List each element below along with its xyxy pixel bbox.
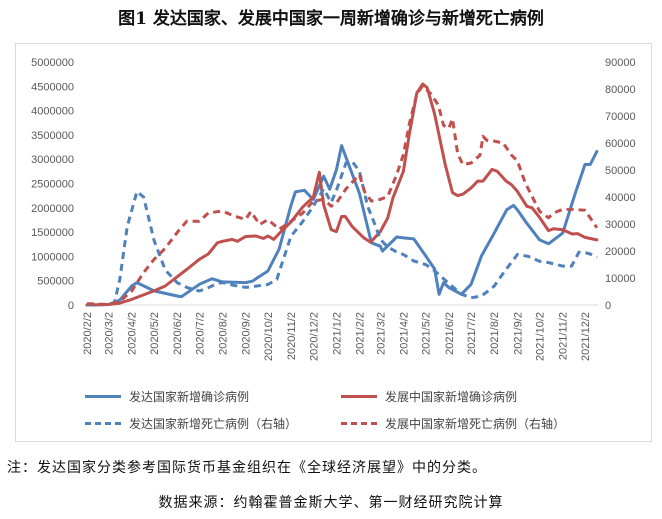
y-right-tick-label: 50000 bbox=[605, 165, 636, 177]
legend-item-developed-cases: 发达国家新增确诊病例 bbox=[85, 388, 249, 405]
y-left-tick-label: 4000000 bbox=[31, 106, 74, 118]
y-right-tick-label: 40000 bbox=[605, 192, 636, 204]
x-tick-label: 2021/6/2 bbox=[444, 312, 456, 355]
chart-title: 图1 发达国家、发展中国家一周新增确诊与新增死亡病例 bbox=[118, 9, 544, 29]
y-left-tick-label: 5000000 bbox=[31, 57, 74, 69]
series-line-2 bbox=[86, 160, 598, 307]
y-left-tick-label: 2500000 bbox=[31, 179, 74, 191]
series-line-1 bbox=[85, 82, 599, 307]
x-tick-label: 2020/5/2 bbox=[149, 312, 161, 355]
series-line-0 bbox=[85, 144, 599, 307]
footnote: 注：发达国家分类参考国际货币基金组织在《全球经济展望》中的分类。 bbox=[7, 460, 487, 476]
y-right-tick-label: 30000 bbox=[605, 219, 636, 231]
legend-item-developing-deaths: 发展中国家新增死亡病例（右轴） bbox=[341, 415, 565, 432]
x-tick-label: 2021/4/2 bbox=[398, 312, 410, 355]
x-tick-label: 2020/12/2 bbox=[308, 312, 320, 361]
y-right-tick-label: 10000 bbox=[605, 273, 636, 285]
y-left-tick-label: 0 bbox=[68, 300, 74, 312]
y-left-tick-label: 2000000 bbox=[31, 203, 74, 215]
x-tick-label: 2020/11/2 bbox=[286, 312, 298, 360]
x-tick-label: 2020/9/2 bbox=[241, 312, 253, 355]
y-left-tick-label: 3000000 bbox=[31, 154, 74, 166]
x-tick-label: 2020/3/2 bbox=[104, 312, 116, 355]
x-tick-label: 2021/8/2 bbox=[489, 312, 501, 355]
x-tick-label: 2021/12/2 bbox=[580, 312, 592, 361]
x-tick-label: 2020/2/2 bbox=[82, 312, 94, 355]
legend-item-developed-deaths: 发达国家新增死亡病例（右轴） bbox=[85, 415, 297, 432]
x-tick-label: 2021/7/2 bbox=[466, 312, 478, 355]
x-tick-label: 2021/11/2 bbox=[558, 312, 570, 360]
y-right-tick-label: 20000 bbox=[605, 246, 636, 258]
legend-label: 发展中国家新增死亡病例（右轴） bbox=[385, 417, 566, 431]
legend-label: 发达国家新增死亡病例（右轴） bbox=[129, 417, 298, 431]
legend-swatch bbox=[341, 422, 377, 425]
y-right-tick-label: 90000 bbox=[605, 57, 636, 69]
x-tick-label: 2021/5/2 bbox=[421, 312, 433, 355]
data-source: 数据来源：约翰霍普金斯大学、第一财经研究院计算 bbox=[158, 495, 504, 511]
legend-label: 发展中国家新增确诊病例 bbox=[385, 390, 518, 404]
x-tick-label: 2020/10/2 bbox=[263, 312, 275, 361]
y-left-tick-label: 500000 bbox=[37, 276, 74, 288]
x-tick-label: 2021/1/2 bbox=[331, 312, 343, 355]
x-tick-label: 2021/3/2 bbox=[375, 312, 387, 355]
series-line-3 bbox=[86, 84, 599, 306]
y-left-tick-label: 3500000 bbox=[31, 130, 74, 142]
legend-swatch bbox=[85, 422, 121, 425]
y-left-tick-label: 4500000 bbox=[31, 81, 74, 93]
x-tick-label: 2021/10/2 bbox=[535, 312, 547, 361]
y-right-tick-label: 80000 bbox=[605, 84, 636, 96]
chart-frame bbox=[15, 43, 652, 442]
x-tick-label: 2020/7/2 bbox=[194, 312, 206, 355]
legend-swatch bbox=[85, 395, 121, 398]
x-tick-label: 2020/6/2 bbox=[172, 312, 184, 355]
x-tick-label: 2020/8/2 bbox=[217, 312, 229, 355]
y-left-tick-label: 1500000 bbox=[31, 227, 74, 239]
x-tick-label: 2021/9/2 bbox=[512, 312, 524, 355]
y-right-tick-label: 0 bbox=[605, 300, 611, 312]
legend-swatch bbox=[341, 395, 377, 398]
legend-item-developing-cases: 发展中国家新增确诊病例 bbox=[341, 388, 517, 405]
x-tick-label: 2021/2/2 bbox=[354, 312, 366, 355]
legend-label: 发达国家新增确诊病例 bbox=[129, 390, 250, 404]
y-left-tick-label: 1000000 bbox=[31, 251, 74, 263]
y-right-tick-label: 70000 bbox=[605, 111, 636, 123]
x-tick-label: 2020/4/2 bbox=[127, 312, 139, 355]
y-right-tick-label: 60000 bbox=[605, 138, 636, 150]
